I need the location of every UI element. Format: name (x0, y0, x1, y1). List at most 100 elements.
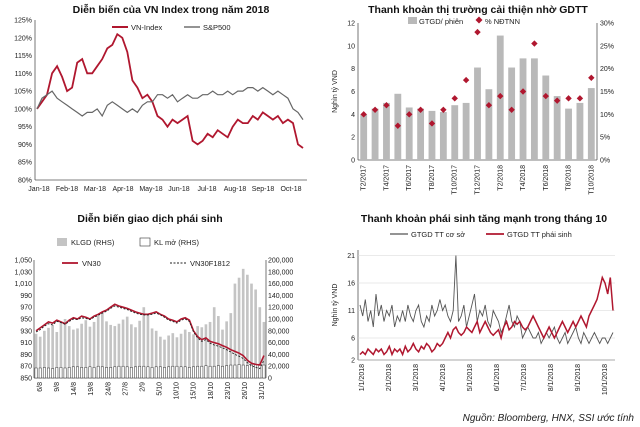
chart3-bar-klgd (175, 337, 179, 378)
chart4-series-phaisinh-line (359, 275, 614, 357)
chart2-bar (451, 105, 459, 160)
chart2-diamond-marker (371, 106, 379, 113)
chart2-bar (565, 108, 572, 160)
chart3-bar-klmo (34, 367, 38, 379)
chart3-bar-klmo (113, 366, 117, 379)
chart3-bar-klgd (154, 330, 158, 378)
chart3-bar-klgd (196, 326, 199, 378)
chart1-y-tick-label: 115% (15, 53, 32, 60)
chart3-y-tick-label: 950 (20, 317, 32, 324)
chart1-y-tick-label: 125% (14, 18, 32, 25)
chart3-bar-klgd (96, 316, 100, 378)
chart4-x-tick-label: 3/1/2018 (413, 364, 420, 391)
chart3-bar-klgd (34, 333, 38, 378)
chart3-bar-klmo (76, 366, 79, 379)
chart2-diamond-marker (383, 102, 390, 109)
chart3-bar-klmo (245, 365, 249, 379)
chart3-bar-klgd (92, 321, 96, 378)
chart3-bar-klgd (188, 331, 191, 378)
chart3-y-tick-label: 910 (20, 340, 32, 347)
chart3-y-tick-label: 930 (20, 328, 32, 335)
chart3-bar-klmo (216, 365, 220, 379)
chart3-bar-klgd (237, 277, 241, 378)
chart2-diamond-marker (462, 76, 470, 84)
chart2-y-tick-label: 2 (351, 135, 355, 142)
chart2-bar (417, 108, 425, 160)
chart3-x-tick-label: 9/8 (54, 382, 61, 392)
chart2-diamond-marker (497, 92, 504, 100)
chart3-bar-klgd (51, 324, 54, 378)
chart3-legend-label-vn30f1812: VN30F1812 (190, 259, 230, 268)
chart1-x-tick-label: Sep-18 (252, 186, 275, 193)
chart3-bar-klgd (233, 283, 237, 378)
chart4-y-tick-label: 21 (347, 253, 355, 260)
chart3-bar-klgd (109, 324, 112, 378)
chart3-bar-klgd (262, 321, 266, 378)
chart1-x-tick-label: Jan-18 (28, 186, 50, 193)
chart2-diamond-marker (542, 92, 549, 100)
chart3-bar-klgd (208, 321, 212, 378)
chart3-bar-klgd (121, 319, 125, 378)
chart4-y-tick-label: 11 (348, 308, 355, 315)
chart3-bar-klgd (258, 307, 262, 378)
chart2-diamond-marker (553, 97, 561, 104)
chart3-bar-klgd (142, 307, 146, 378)
chart3-y-tick-label: 850 (20, 376, 32, 383)
chart3-y-tick-label: 1,030 (14, 269, 32, 276)
chart2-x-tick-label: T8/2017 (429, 165, 436, 191)
chart3-bar-klmo (92, 367, 96, 379)
chart4-legend-label: GTGD TT phái sinh (507, 230, 572, 239)
chart4-y-tick-label: 16 (347, 281, 355, 288)
chart3-bar-klmo (171, 365, 175, 379)
chart2-legend-label-diamond: % NĐTNN (485, 17, 520, 26)
chart3-y-tick-label: 870 (20, 364, 32, 371)
chart3-bar-klmo (47, 367, 50, 379)
chart3-bar-klgd (47, 327, 50, 378)
chart2-diamond-marker (519, 88, 527, 95)
chart3-bar-klmo (129, 367, 133, 379)
chart3-bar-klgd (138, 320, 141, 378)
chart1-y-tick-label: 95% (18, 124, 32, 131)
chart1-x-tick-label: May-18 (139, 186, 162, 193)
chart3-bar-klmo (225, 365, 229, 379)
chart3-bar-klgd (200, 327, 204, 378)
chart2-diamond-marker (440, 106, 447, 113)
chart1-legend-label: VN-Index (131, 23, 163, 32)
chart2-y-tick-label: 12 (347, 21, 355, 28)
chart3-bar-klmo (221, 365, 224, 379)
chart2-diamond-marker (588, 74, 595, 81)
chart1-y-tick-label: 120% (14, 35, 32, 42)
chart2-x-tick-label: T10/2017 (452, 165, 459, 195)
chart3-y2-tick-label: 80,000 (268, 328, 290, 335)
chart3-bar-klmo (212, 365, 216, 379)
chart3-bar-klmo (154, 366, 158, 379)
chart2-y2-tick-label: 0% (600, 158, 610, 165)
chart3-x-tick-label: 15/10 (191, 382, 198, 400)
chart3-bar-klgd (183, 329, 187, 378)
chart2-y-tick-label: 8 (351, 66, 355, 73)
chart4-x-tick-label: 8/1/2018 (548, 364, 555, 391)
chart3-bar-klmo (146, 366, 150, 379)
chart3-x-tick-label: 23/10 (225, 382, 232, 400)
chart3-bar-klmo (167, 366, 171, 379)
chart1-x-tick-label: Aug-18 (224, 186, 247, 193)
chart3-x-tick-label: 19/8 (88, 382, 95, 396)
chart2-y2-tick-label: 5% (600, 135, 610, 142)
chart3-bar-klgd (76, 328, 79, 378)
chart2-title: Thanh khoản thị trường cải thiện nhờ GDT… (368, 4, 588, 16)
chart2-bar (474, 67, 481, 160)
chart1-title: Diễn biến của VN Index trong năm 2018 (73, 3, 270, 16)
chart2-x-tick-label: T4/2017 (383, 165, 390, 191)
chart3-bar-klmo (96, 365, 100, 379)
chart3-bar-klgd (246, 274, 249, 378)
chart2-bar (530, 58, 538, 161)
chart2-y2-tick-label: 15% (600, 89, 614, 96)
chart1-x-tick-label: Oct-18 (280, 186, 301, 193)
chart3-bar-klmo (258, 364, 262, 379)
chart4-y-tick-label: 6 (351, 336, 355, 343)
chart3-bar-klmo (71, 366, 75, 379)
chart3-bar-klgd (146, 314, 150, 378)
chart2-legend-label-bars: GTGD/ phiên (419, 17, 463, 26)
chart3-bar-klmo (142, 365, 146, 379)
chart4-title: Thanh khoản phái sinh tăng mạnh trong th… (361, 213, 607, 225)
